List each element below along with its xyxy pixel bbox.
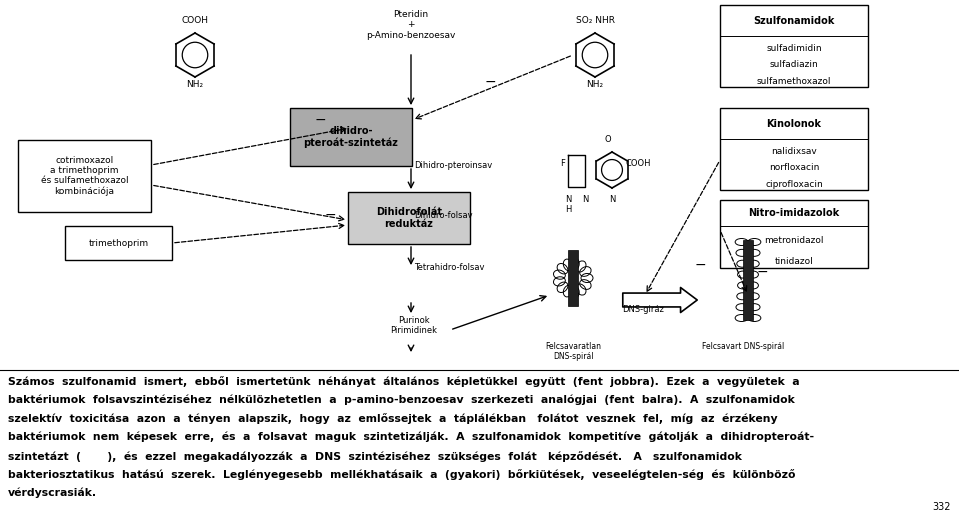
Text: tinidazol: tinidazol: [775, 257, 813, 266]
FancyBboxPatch shape: [720, 200, 868, 268]
Text: bakteriosztatikus  hatású  szerek.  Leglényegesebb  mellékhatásaik  a  (gyakori): bakteriosztatikus hatású szerek. Leglény…: [8, 469, 796, 480]
Text: Pteridin
+
p-Amino-benzoesav: Pteridin + p-Amino-benzoesav: [366, 10, 456, 40]
Text: metronidazol: metronidazol: [764, 236, 824, 245]
Text: szintetázt  (       ),  és  ezzel  megakadályozzák  a  DNS  szintéziséhez  szüks: szintetázt ( ), és ezzel megakadályozzák…: [8, 451, 742, 462]
Text: −: −: [315, 113, 326, 127]
Text: Purinok
Pirimidinek: Purinok Pirimidinek: [390, 316, 437, 335]
Text: sulfadimidin: sulfadimidin: [766, 44, 822, 52]
Text: Dihidrofolát
reduktáz: Dihidrofolát reduktáz: [376, 207, 442, 229]
Text: NH₂: NH₂: [186, 80, 203, 89]
Text: O: O: [605, 136, 611, 145]
Text: baktériumok  nem  képesek  erre,  és  a  folsavat  maguk  szintetizálják.  A  sz: baktériumok nem képesek erre, és a folsa…: [8, 432, 814, 442]
Text: Számos  szulfonamid  ismert,  ebből  ismertetünk  néhányat  általános  képletükk: Számos szulfonamid ismert, ebből ismerte…: [8, 376, 800, 387]
Text: COOH: COOH: [625, 159, 651, 167]
FancyBboxPatch shape: [65, 226, 172, 260]
Text: Dihidro-folsav: Dihidro-folsav: [414, 210, 473, 220]
FancyArrowPatch shape: [622, 287, 697, 312]
Text: N: N: [582, 195, 588, 205]
Text: H: H: [565, 206, 572, 214]
FancyBboxPatch shape: [720, 108, 868, 190]
Text: Szulfonamidok: Szulfonamidok: [754, 16, 834, 25]
Text: Felcsavart DNS-spirál: Felcsavart DNS-spirál: [702, 342, 784, 351]
FancyBboxPatch shape: [290, 108, 412, 166]
Text: 332: 332: [932, 502, 951, 512]
FancyBboxPatch shape: [743, 240, 753, 320]
Text: NH₂: NH₂: [587, 80, 603, 89]
Text: F: F: [561, 159, 566, 167]
FancyBboxPatch shape: [720, 5, 868, 87]
Text: −: −: [757, 265, 768, 279]
Text: −: −: [324, 208, 336, 222]
Text: N: N: [609, 195, 615, 205]
Text: szelektív  toxicitása  azon  a  tényen  alapszik,  hogy  az  emlőssejtek  a  táp: szelektív toxicitása azon a tényen alaps…: [8, 413, 778, 424]
Text: dihidro-
pteroát-szintetáz: dihidro- pteroát-szintetáz: [304, 126, 398, 148]
Text: cotrimoxazol
a trimethoprim
és sulfamethoxazol
kombinációja: cotrimoxazol a trimethoprim és sulfameth…: [40, 155, 129, 196]
Text: baktériumok  folsavszintéziséhez  nélkülözhetetlen  a  p-amino-benzoesav  szerke: baktériumok folsavszintéziséhez nélkülöz…: [8, 395, 795, 405]
Text: Nitro-imidazolok: Nitro-imidazolok: [748, 208, 840, 218]
Text: nalidixsav: nalidixsav: [771, 147, 817, 155]
Text: −: −: [484, 75, 496, 89]
Text: trimethoprim: trimethoprim: [88, 238, 149, 248]
FancyBboxPatch shape: [568, 250, 578, 306]
Text: sulfamethoxazol: sulfamethoxazol: [757, 77, 831, 87]
FancyBboxPatch shape: [348, 192, 470, 244]
Text: ciprofloxacin: ciprofloxacin: [765, 180, 823, 190]
Text: Felcsavaratlan
DNS-spirál: Felcsavaratlan DNS-spirál: [545, 342, 601, 362]
Text: norfloxacin: norfloxacin: [769, 164, 819, 172]
Text: vérdyscrasiák.: vérdyscrasiák.: [8, 488, 97, 498]
Text: Kinolonok: Kinolonok: [766, 119, 822, 128]
Text: COOH: COOH: [181, 16, 208, 25]
Text: sulfadiazin: sulfadiazin: [770, 61, 818, 69]
Text: N: N: [565, 195, 572, 205]
Text: Dihidro-pteroinsav: Dihidro-pteroinsav: [414, 161, 492, 169]
Text: −: −: [694, 258, 706, 272]
Text: SO₂ NHR: SO₂ NHR: [575, 16, 615, 25]
FancyBboxPatch shape: [18, 140, 151, 212]
Text: DNS-giráz: DNS-giráz: [622, 305, 664, 314]
Text: Tetrahidro-folsav: Tetrahidro-folsav: [414, 264, 484, 272]
